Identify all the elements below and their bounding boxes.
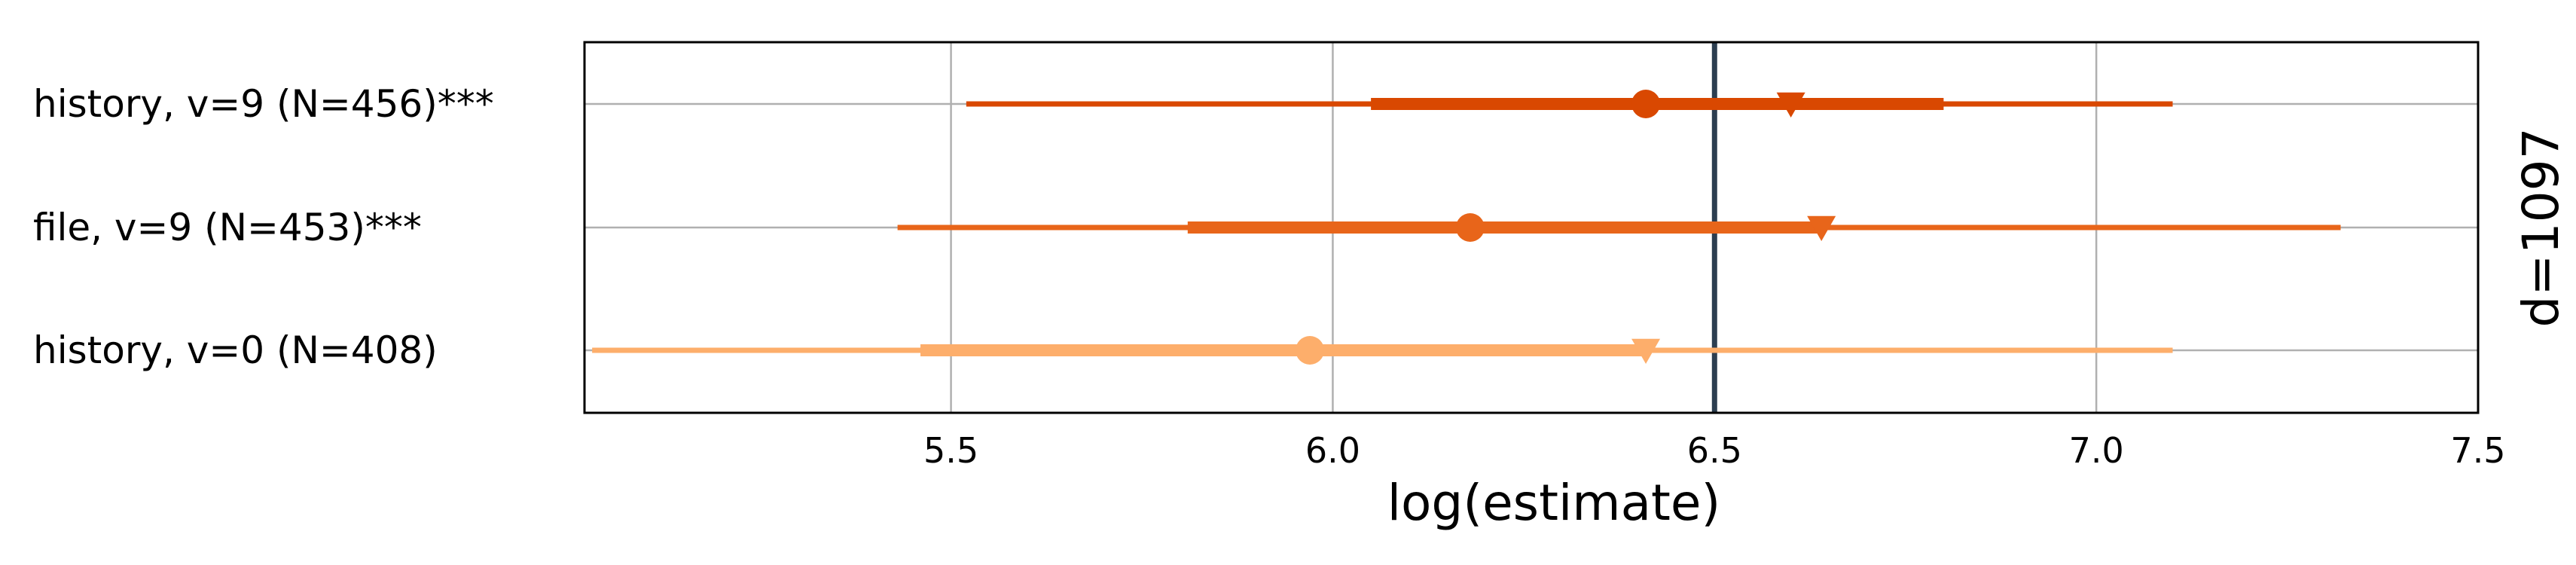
side-label: d=1097	[2512, 127, 2570, 327]
plot-frame	[583, 41, 2480, 414]
x-tick-label: 7.0	[2069, 430, 2124, 471]
row-label: history, v=9 (N=456)***	[33, 82, 494, 126]
marks-layer	[592, 42, 2341, 413]
point-estimate	[1296, 336, 1325, 365]
row-labels: history, v=9 (N=456)*** file, v=9 (N=453)…	[33, 82, 494, 372]
x-tick-label: 6.5	[1687, 430, 1742, 471]
point-estimate	[1455, 213, 1485, 242]
x-tick-label: 7.5	[2450, 430, 2505, 471]
x-tick-label: 6.0	[1305, 430, 1360, 471]
row-label: history, v=0 (N=408)	[33, 328, 438, 372]
x-tick-labels: 5.5 6.0 6.5 7.0 7.5	[923, 430, 2506, 471]
triangle-marker	[1631, 338, 1661, 365]
triangle-marker	[1776, 92, 1805, 118]
row-label: file, v=9 (N=453)***	[33, 206, 422, 249]
x-axis-title: log(estimate)	[1387, 474, 1721, 532]
x-tick-label: 5.5	[923, 430, 978, 471]
point-estimate	[1631, 90, 1661, 118]
triangle-marker	[1807, 215, 1836, 242]
